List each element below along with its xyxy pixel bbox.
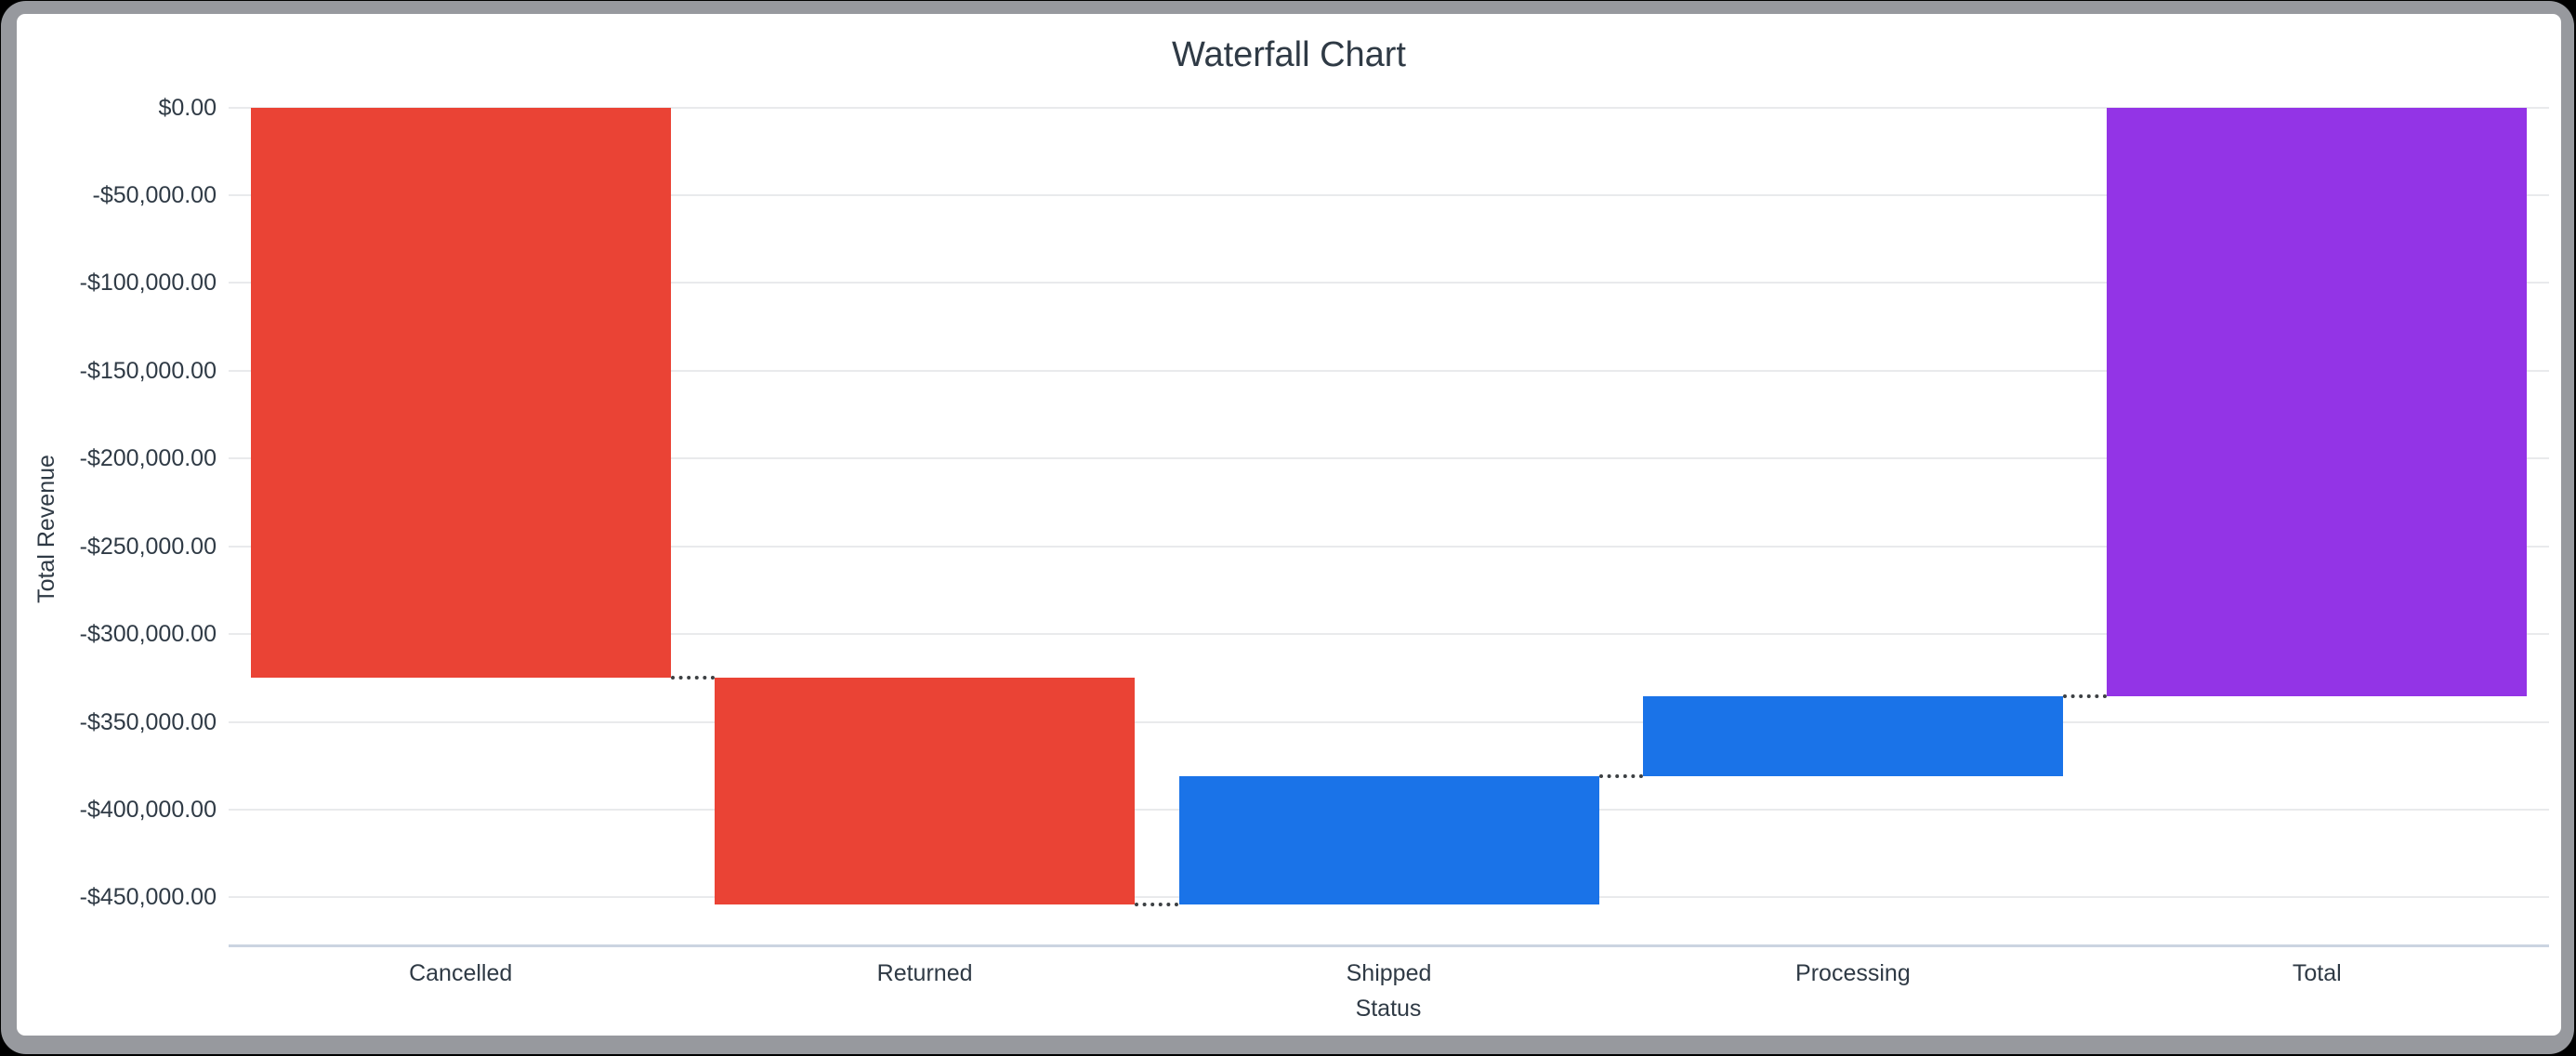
plot-area — [229, 106, 2549, 947]
gridline — [229, 457, 2549, 460]
y-tick-label: -$150,000.00 — [79, 357, 217, 384]
y-tick-label: -$250,000.00 — [79, 533, 217, 560]
waterfall-bar-processing[interactable] — [1642, 695, 2063, 777]
x-tick-label: Cancelled — [409, 960, 513, 986]
gridline — [229, 193, 2549, 196]
chart-title: Waterfall Chart — [1172, 35, 1406, 74]
waterfall-connector — [1598, 774, 1643, 779]
gridline — [229, 369, 2549, 372]
gridline — [229, 720, 2549, 723]
waterfall-bar-shipped[interactable] — [1178, 776, 1599, 904]
gridline — [229, 106, 2549, 109]
waterfall-bar-total[interactable] — [2107, 107, 2528, 696]
y-tick-label: -$450,000.00 — [79, 884, 217, 911]
y-tick-label: -$350,000.00 — [79, 708, 217, 735]
waterfall-connector — [2062, 693, 2108, 698]
y-tick-label: -$400,000.00 — [79, 796, 217, 823]
y-tick-label: -$100,000.00 — [79, 270, 217, 297]
y-tick-label: $0.00 — [158, 94, 217, 121]
waterfall-connector — [1135, 902, 1179, 906]
x-tick-label: Shipped — [1346, 960, 1432, 986]
waterfall-bar-returned[interactable] — [715, 677, 1136, 904]
x-axis-line — [229, 944, 2549, 947]
gridline — [229, 545, 2549, 548]
gridline — [229, 282, 2549, 284]
y-tick-label: -$300,000.00 — [79, 621, 217, 648]
gridline — [229, 633, 2549, 636]
x-tick-label: Processing — [1795, 960, 1911, 986]
chart-card: Waterfall Chart Total Revenue $0.00 -$50,… — [17, 14, 2561, 1036]
y-tick-label: -$200,000.00 — [79, 445, 217, 472]
waterfall-connector — [670, 675, 716, 680]
x-tick-label: Returned — [876, 960, 973, 986]
x-axis-title: Status — [1355, 996, 1422, 1022]
y-tick-label: -$50,000.00 — [92, 181, 217, 208]
x-tick-label: Total — [2292, 960, 2342, 986]
waterfall-bar-cancelled[interactable] — [250, 107, 671, 678]
